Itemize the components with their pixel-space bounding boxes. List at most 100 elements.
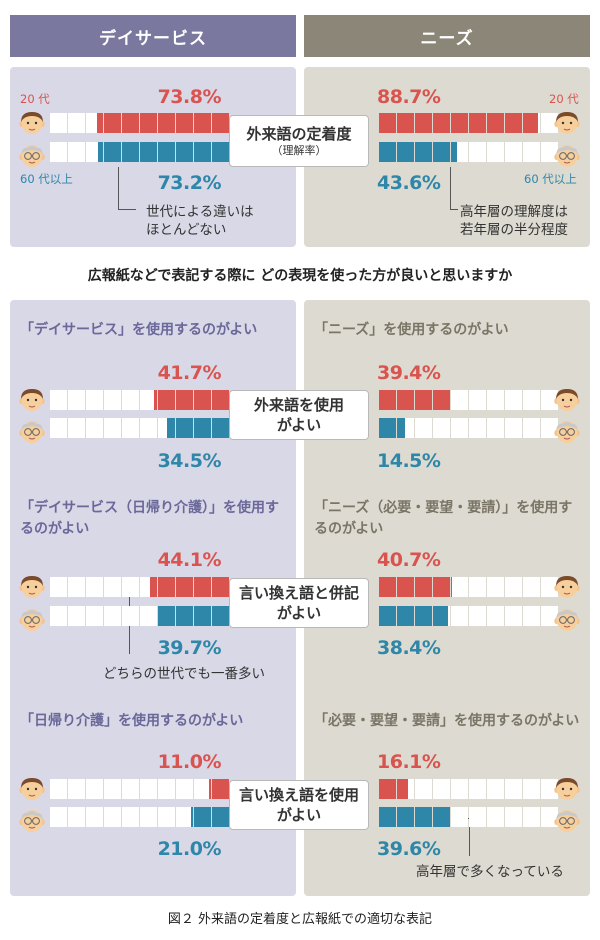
bar-cell: [487, 113, 504, 133]
bar-cell: [433, 142, 450, 162]
pct-dayservice-young: 11.0%: [157, 751, 222, 773]
bar-cell: [212, 807, 229, 827]
bar-cell: [50, 577, 67, 597]
top-center-label: 外来語の定着度 （理解率）: [229, 115, 369, 167]
bar-cell: [397, 418, 414, 438]
bar-cell: [212, 606, 229, 626]
bar-cell: [158, 113, 175, 133]
bar-cell: [122, 418, 139, 438]
bar-cell: [158, 418, 175, 438]
bar-cell: [140, 113, 157, 133]
bar-cell: [50, 807, 67, 827]
pct-dayservice-old: 21.0%: [157, 838, 222, 860]
section-3-right-note: 高年層で多くなっている: [416, 864, 564, 880]
young-person-icon: [553, 775, 581, 801]
bar-dayservice-young: [50, 577, 229, 597]
bar-cell: [487, 779, 504, 799]
bar-cell: [415, 807, 432, 827]
bar-cell: [523, 807, 540, 827]
bar-cell: [212, 418, 229, 438]
bar-cell: [176, 779, 193, 799]
bar-cell: [487, 390, 504, 410]
old-person-icon: [18, 606, 46, 632]
bar-cell: [104, 779, 121, 799]
header-needs-label: ニーズ: [420, 28, 474, 49]
bar-cell: [541, 113, 558, 133]
bar-cell: [176, 577, 193, 597]
bar-cell: [541, 779, 558, 799]
bar-cell: [86, 779, 103, 799]
bar-cell: [86, 577, 103, 597]
pct-dayservice-old: 39.7%: [157, 637, 222, 659]
bar-cell: [50, 142, 67, 162]
section-1-left-label: 「デイサービス」を使用するのがよい: [20, 322, 258, 338]
bar-dayservice-young: [50, 390, 229, 410]
bar-cell: [86, 390, 103, 410]
bar-cell: [487, 807, 504, 827]
bar-cell: [50, 606, 67, 626]
bar-cell: [469, 807, 486, 827]
bar-cell: [523, 142, 540, 162]
young-person-icon: [553, 386, 581, 412]
bar-cell: [487, 606, 504, 626]
old-person-icon: [553, 807, 581, 833]
bar-cell: [505, 606, 522, 626]
bar-cell: [505, 418, 522, 438]
bar-cell: [122, 577, 139, 597]
bar-cell: [451, 390, 468, 410]
bar-needs-young: [379, 779, 558, 799]
bar-cell: [487, 577, 504, 597]
figure-caption: 図２ 外来語の定着度と広報紙での適切な表記: [167, 912, 433, 927]
header-needs: ニーズ: [304, 15, 590, 57]
bar-cell: [415, 418, 432, 438]
bar-cell: [379, 577, 396, 597]
bar-cell: [397, 779, 414, 799]
bar-cell: [397, 390, 414, 410]
bar-cell: [451, 779, 468, 799]
bar-cell: [433, 577, 450, 597]
bar-cell: [541, 418, 558, 438]
bar-cell: [122, 606, 139, 626]
bar-cell: [140, 807, 157, 827]
bar-cell: [505, 577, 522, 597]
old-person-icon: [18, 807, 46, 833]
bar-cell: [176, 807, 193, 827]
bar-cell: [212, 142, 229, 162]
bar-cell: [433, 807, 450, 827]
bar-cell: [212, 779, 229, 799]
pct-dayservice-young: 41.7%: [157, 362, 222, 384]
bar-cell: [122, 142, 139, 162]
bar-needs-old: [379, 606, 558, 626]
bar-cell: [487, 142, 504, 162]
age-label-young-right: 20 代: [549, 92, 579, 106]
young-person-icon: [553, 573, 581, 599]
top-center-title: 外来語の定着度: [246, 125, 352, 143]
bar-cell: [523, 390, 540, 410]
bar-cell: [451, 807, 468, 827]
bar-cell: [158, 577, 175, 597]
age-label-old-left: 60 代以上: [20, 172, 73, 186]
header-dayservice: デイサービス: [10, 15, 296, 57]
bar-cell: [194, 390, 211, 410]
bar-cell: [469, 418, 486, 438]
bar-cell: [122, 807, 139, 827]
pct-needs-old: 14.5%: [377, 450, 441, 472]
old-person-icon: [18, 142, 46, 168]
bar-dayservice-old: [50, 418, 229, 438]
bar-cell: [505, 390, 522, 410]
pct-dayservice-young: 73.8%: [157, 86, 222, 108]
bar-cell: [487, 418, 504, 438]
bar-cell: [122, 390, 139, 410]
age-label-young-left: 20 代: [20, 92, 50, 106]
section-2-center-label: 言い換え語と併記 がよい: [229, 578, 369, 628]
bar-cell: [158, 606, 175, 626]
bar-cell: [415, 779, 432, 799]
bar-cell: [379, 606, 396, 626]
section-3-left-label: 「日帰り介護」を使用するのがよい: [20, 713, 244, 729]
bar-cell: [104, 807, 121, 827]
age-label-old-right: 60 代以上: [524, 172, 577, 186]
top-center-subtitle: （理解率）: [271, 144, 327, 157]
bar-cell: [523, 418, 540, 438]
young-person-icon: [18, 775, 46, 801]
bar-cell: [212, 390, 229, 410]
